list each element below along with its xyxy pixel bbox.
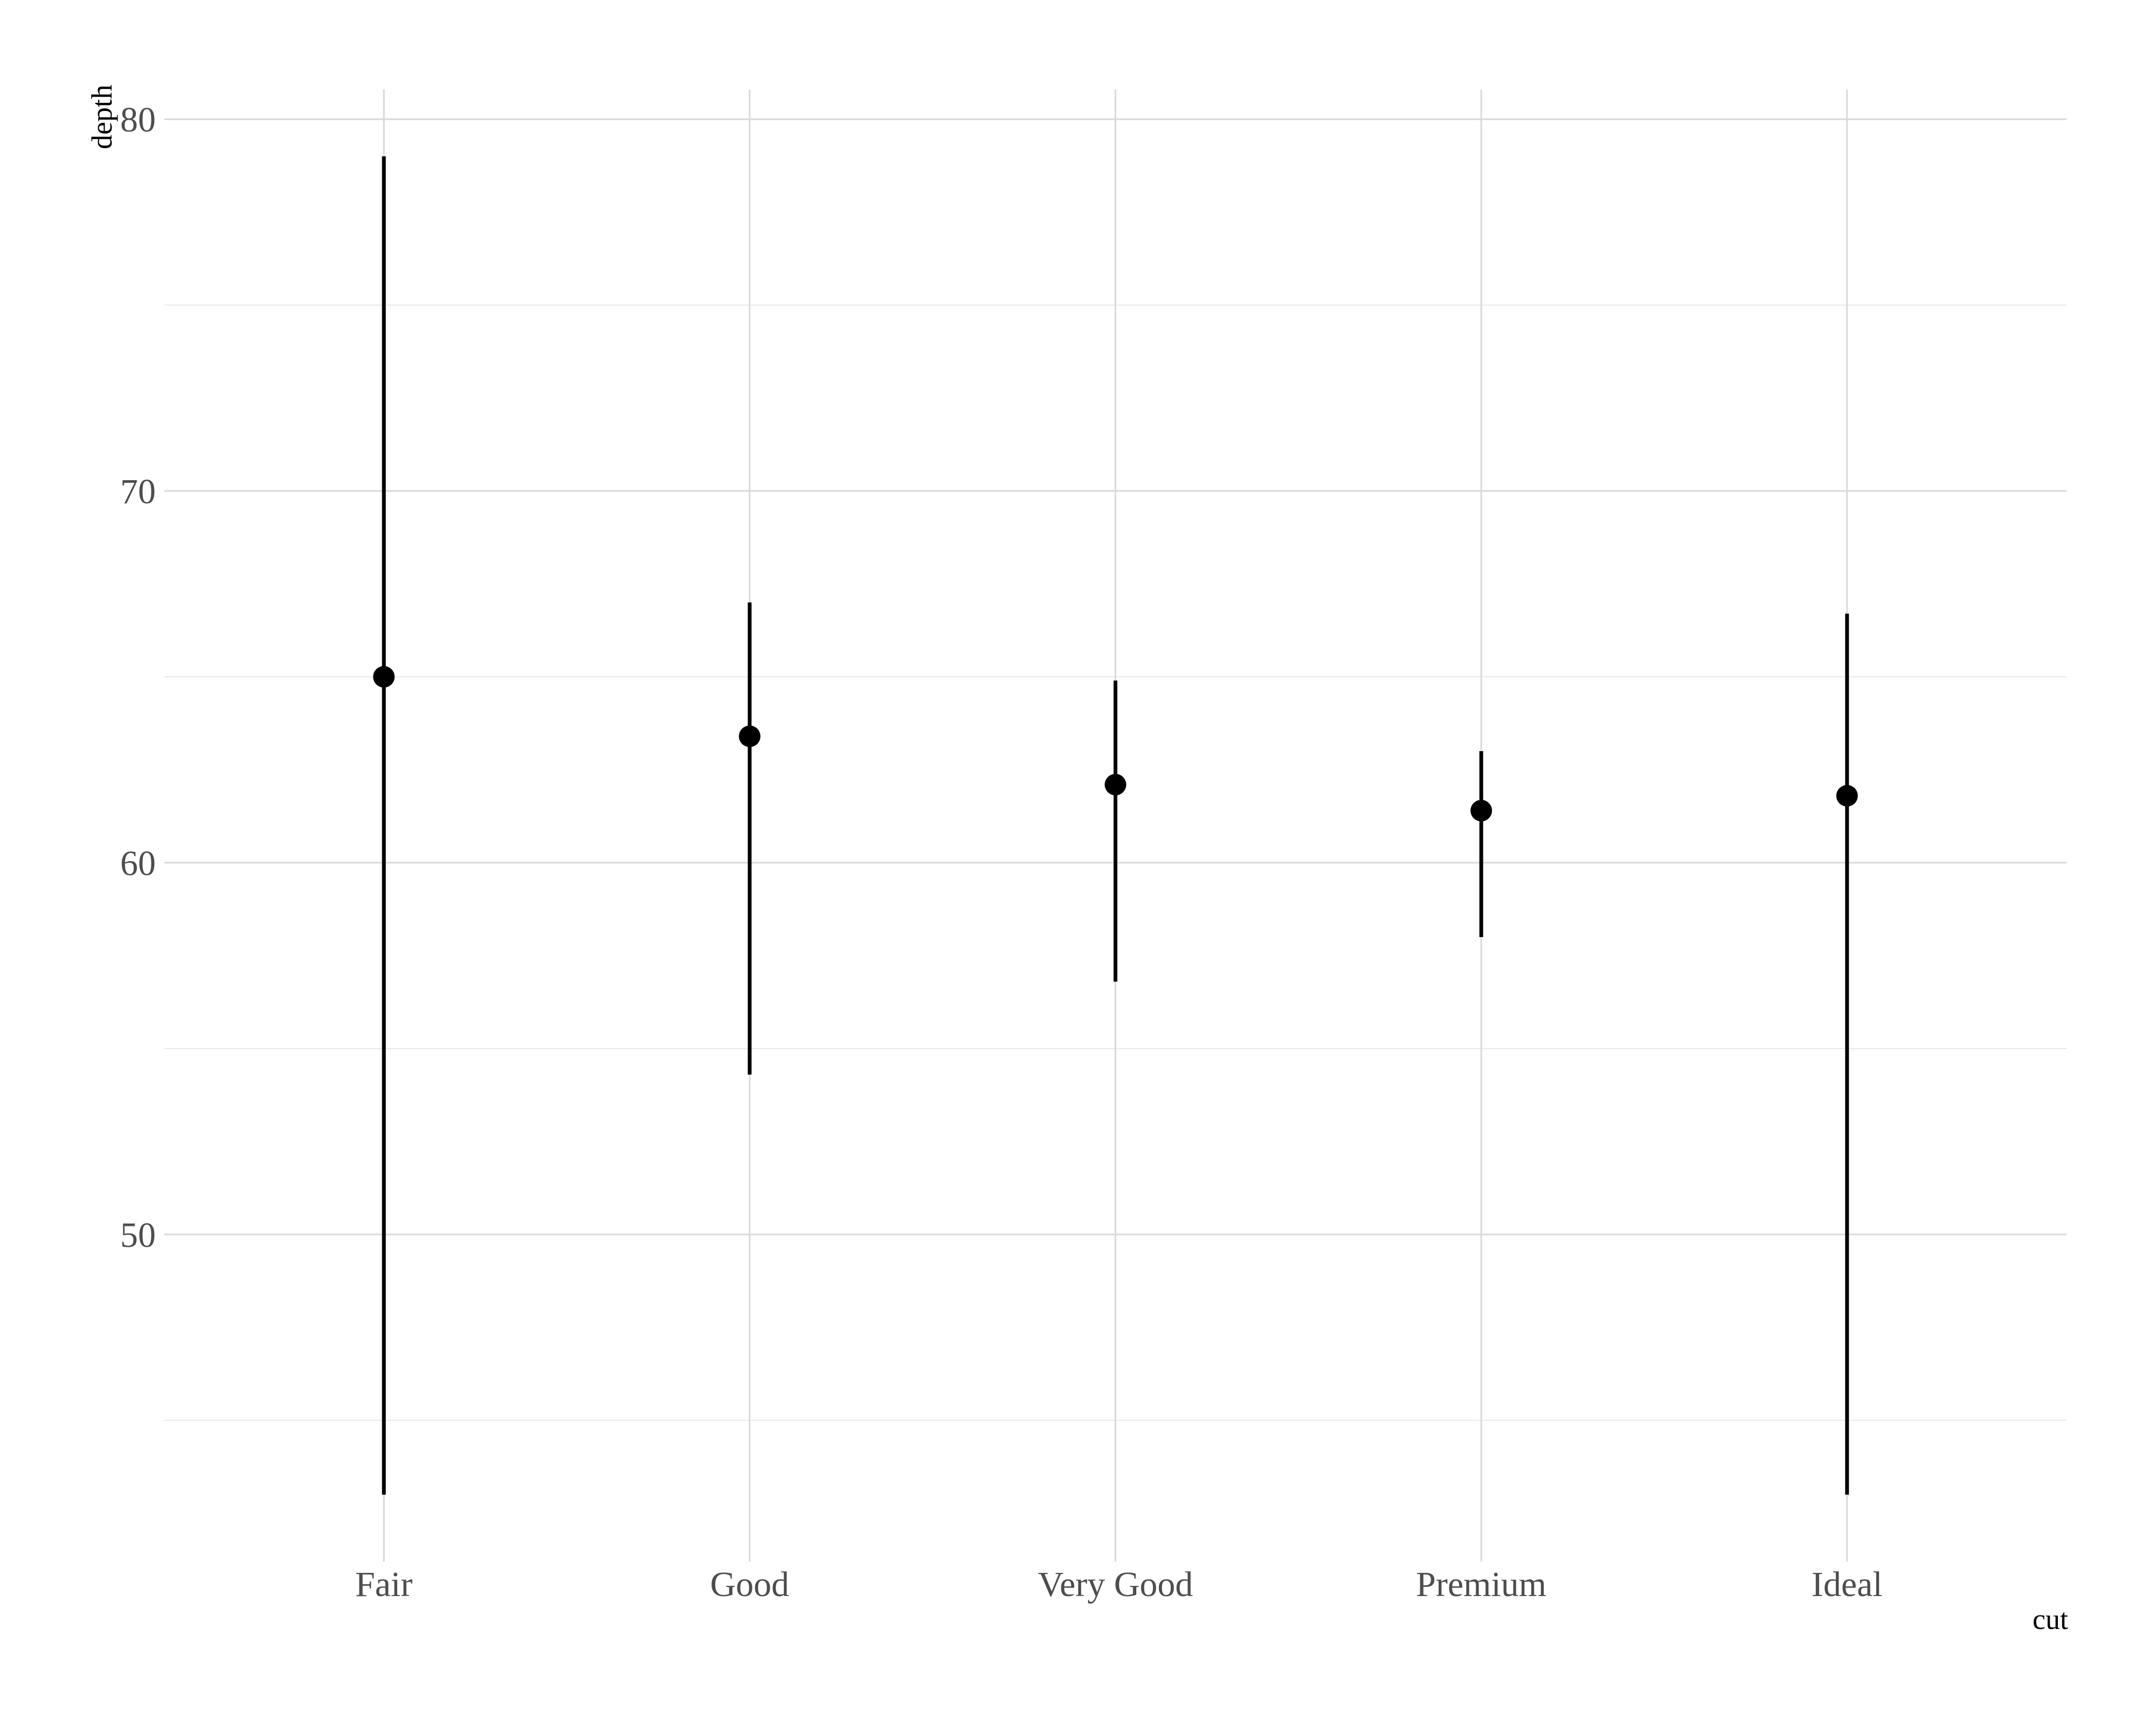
pointrange-fair: [373, 156, 395, 1495]
y-axis-title: depth: [86, 85, 118, 149]
pointrange-very-good: [1104, 680, 1127, 982]
pointrange-series-group: [373, 156, 1858, 1495]
pointrange-good: [738, 602, 761, 1075]
pointrange-premium: [1470, 751, 1492, 937]
median-point-premium: [1470, 800, 1492, 822]
median-point-very-good: [1104, 774, 1127, 796]
x-tick-label-ideal: Ideal: [1812, 1565, 1883, 1604]
y-tick-labels-group: 80 70 60 50: [120, 100, 156, 1255]
x-tick-label-fair: Fair: [355, 1565, 412, 1604]
pointrange-ideal: [1836, 613, 1858, 1495]
median-point-ideal: [1836, 785, 1858, 807]
y-tick-label-80: 80: [120, 100, 156, 140]
x-tick-labels-group: Fair Good Very Good Premium Ideal: [355, 1565, 1883, 1604]
y-tick-label-60: 60: [120, 844, 156, 883]
y-tick-label-70: 70: [120, 472, 156, 511]
median-point-good: [738, 725, 761, 747]
y-tick-label-50: 50: [120, 1216, 156, 1255]
median-point-fair: [373, 666, 395, 688]
x-tick-label-premium: Premium: [1416, 1565, 1546, 1604]
x-tick-label-very-good: Very Good: [1038, 1565, 1193, 1604]
x-axis-title: cut: [2033, 1603, 2068, 1635]
x-tick-label-good: Good: [710, 1565, 790, 1604]
